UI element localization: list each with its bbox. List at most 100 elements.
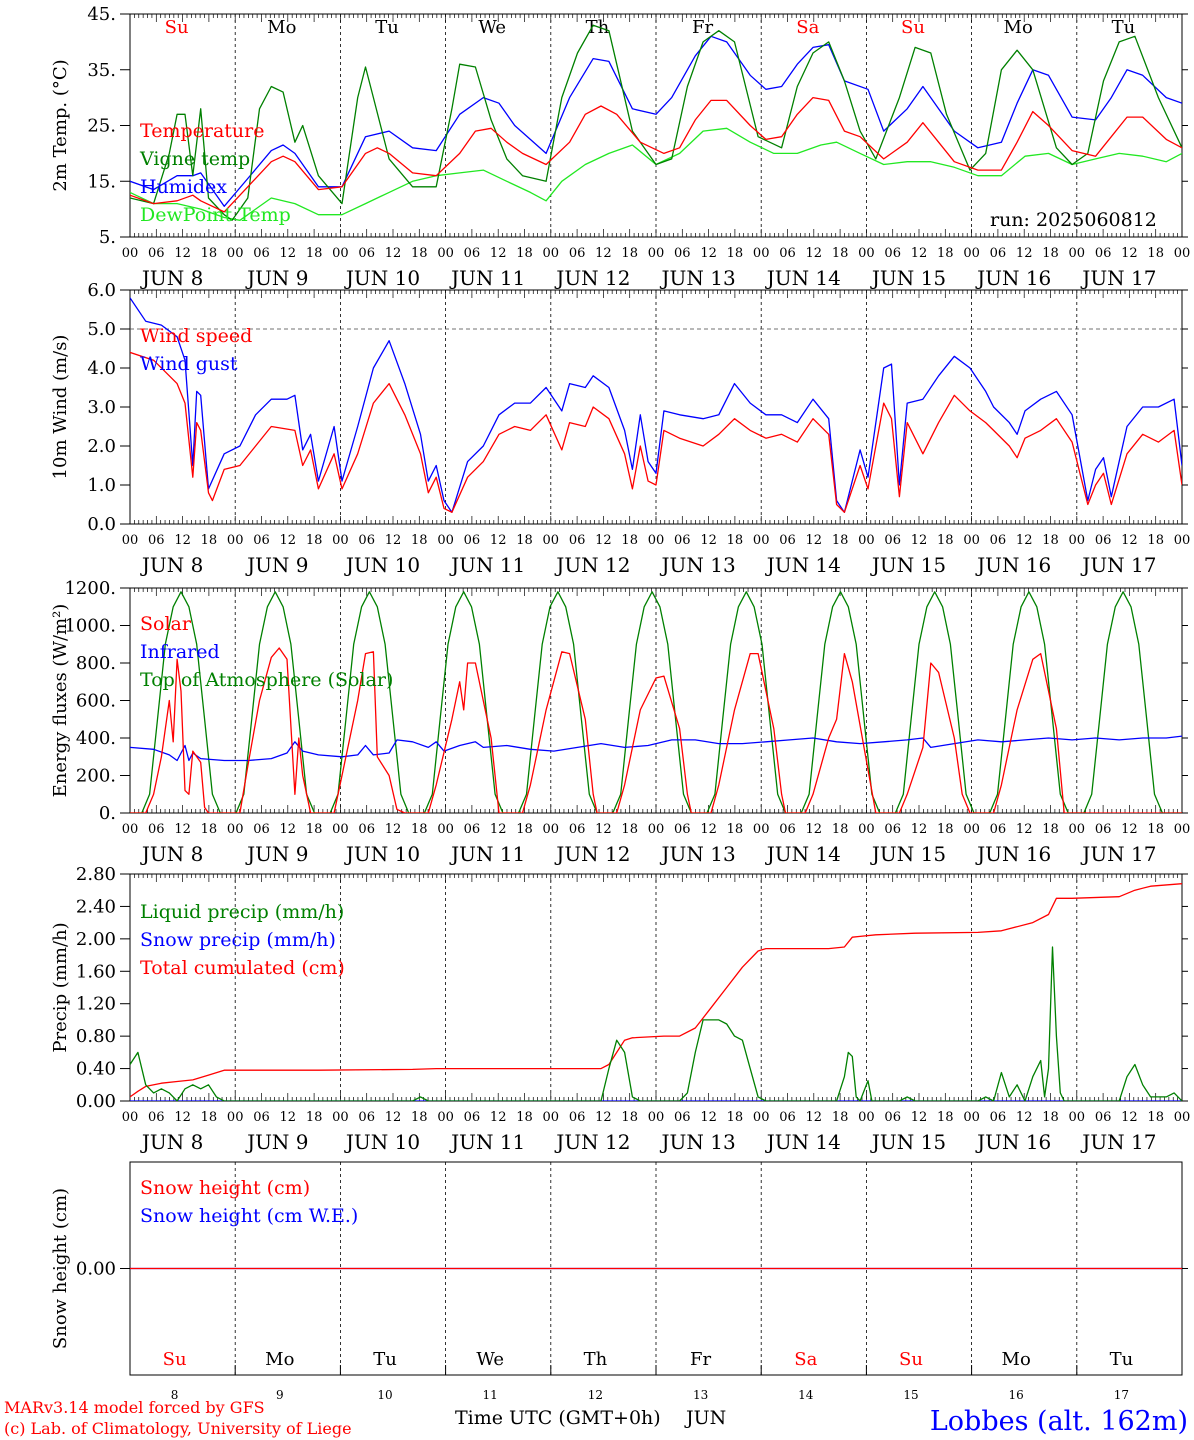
y-tick-label: 25. — [87, 116, 116, 137]
hour-tick-label: 00 — [122, 1110, 139, 1125]
hour-tick-label: 00 — [963, 246, 980, 261]
hour-tick-label: 12 — [700, 1110, 717, 1125]
hour-tick-label: 00 — [543, 246, 560, 261]
y-tick-label: 15. — [87, 171, 116, 192]
hour-tick-label: 12 — [700, 533, 717, 548]
hour-tick-label: 00 — [858, 246, 875, 261]
hour-tick-label: 18 — [621, 822, 638, 837]
hour-tick-label: 06 — [569, 1110, 586, 1125]
hour-tick-label: 00 — [963, 822, 980, 837]
hour-tick-label: 00 — [227, 1110, 244, 1125]
hour-tick-label: 00 — [753, 822, 770, 837]
hour-tick-label: 06 — [569, 533, 586, 548]
chart-panel-1: 00 06 12 18 00 06 12 18 00 06 12 18 00 06 12 18 00 06 12 18… — [50, 4, 1190, 290]
footer-lab-credit: (c) Lab. of Climatology, University of L… — [4, 1419, 352, 1438]
date-label: JUN 15 — [870, 266, 946, 290]
hour-tick-label: 12 — [911, 1110, 928, 1125]
hour-tick-label: 12 — [911, 246, 928, 261]
date-label: JUN 15 — [870, 1130, 946, 1154]
hour-tick-label: 18 — [516, 246, 533, 261]
y-tick-label: 2.0 — [87, 436, 116, 457]
hour-tick-label: 18 — [306, 533, 323, 548]
day-number-label: 12 — [588, 1388, 603, 1402]
y-tick-label: 1200. — [64, 578, 116, 599]
weekday-letter: Tu — [373, 1349, 397, 1370]
hour-tick-label: 18 — [201, 822, 218, 837]
hour-tick-label: 06 — [358, 822, 375, 837]
hour-tick-label: 06 — [253, 1110, 270, 1125]
hour-tick-label: 00 — [1174, 822, 1191, 837]
hour-tick-label: 18 — [621, 246, 638, 261]
hour-tick-label: 06 — [464, 246, 481, 261]
date-label: JUN 8 — [140, 553, 203, 577]
date-label: JUN 11 — [449, 553, 525, 577]
hour-tick-label: 12 — [490, 822, 507, 837]
y-tick-label: 6.0 — [87, 280, 116, 301]
date-label: JUN 16 — [975, 842, 1051, 866]
hour-tick-label: 12 — [1121, 1110, 1138, 1125]
y-tick-label: 2.80 — [76, 864, 116, 885]
series-line-infrared — [130, 735, 1182, 762]
weekday-letter: Th — [586, 17, 610, 38]
date-label: JUN 9 — [245, 1130, 308, 1154]
series-line-liquid-precip-mm-h — [130, 946, 1182, 1101]
hour-tick-label: 12 — [490, 1110, 507, 1125]
hour-tick-label: 00 — [648, 246, 665, 261]
day-number-label: 14 — [798, 1388, 814, 1402]
legend-entry: Humidex — [140, 176, 227, 198]
hour-tick-label: 00 — [437, 533, 454, 548]
hour-tick-label: 18 — [937, 533, 954, 548]
hour-tick-label: 18 — [306, 1110, 323, 1125]
y-tick-label: 200. — [76, 766, 116, 787]
hour-tick-label: 00 — [332, 822, 349, 837]
y-tick-label: 0.0 — [87, 514, 116, 535]
legend-entry: Total cumulated (cm) — [140, 957, 345, 979]
legend-entry: Infrared — [140, 641, 220, 663]
hour-tick-label: 12 — [385, 822, 402, 837]
y-tick-label: 2.00 — [76, 929, 116, 950]
hour-tick-label: 00 — [858, 1110, 875, 1125]
hour-tick-label: 06 — [674, 822, 691, 837]
hour-tick-label: 00 — [1174, 533, 1191, 548]
series-group — [130, 24, 1182, 221]
date-label: JUN 16 — [975, 266, 1051, 290]
weekday-letter: Su — [901, 17, 925, 38]
date-label: JUN 12 — [554, 553, 630, 577]
y-axis-label: Energy fluxes (W/m²) — [50, 604, 71, 798]
hour-tick-label: 12 — [280, 533, 297, 548]
weekday-letter: We — [476, 1349, 504, 1370]
legend-entry: Snow height (cm W.E.) — [140, 1205, 358, 1227]
legend-entry: Temperature — [140, 120, 264, 142]
hour-tick-label: 06 — [148, 533, 165, 548]
date-label: JUN 8 — [140, 1130, 203, 1154]
y-tick-label: 800. — [76, 653, 116, 674]
hour-tick-label: 12 — [1121, 822, 1138, 837]
date-label: JUN 16 — [975, 553, 1051, 577]
hour-tick-label: 12 — [700, 246, 717, 261]
date-label: JUN 17 — [1080, 842, 1156, 866]
weekday-letter: Sa — [796, 17, 819, 38]
hour-tick-label: 06 — [990, 246, 1007, 261]
hour-tick-label: 00 — [753, 246, 770, 261]
series-line-temperature — [130, 96, 1182, 213]
hour-tick-label: 06 — [990, 533, 1007, 548]
date-label: JUN 10 — [344, 842, 420, 866]
date-label: JUN 11 — [449, 1130, 525, 1154]
hour-tick-label: 06 — [779, 822, 796, 837]
hour-tick-label: 18 — [937, 246, 954, 261]
date-label: JUN 14 — [765, 266, 841, 290]
hour-tick-label: 18 — [832, 246, 849, 261]
date-label: JUN 10 — [344, 553, 420, 577]
x-axis-month: JUN — [684, 1407, 726, 1429]
weekday-letter: We — [478, 17, 506, 38]
hour-tick-label: 00 — [122, 246, 139, 261]
chart-panel-4: 00 06 12 18 00 06 12 18 00 06 12 18 00 06 12 18 00 06 12 18… — [50, 864, 1190, 1154]
y-tick-label: 1.20 — [76, 994, 116, 1015]
series-line-solar — [130, 647, 1182, 813]
legend-entry: Vigne temp — [139, 148, 250, 170]
hour-tick-label: 00 — [858, 533, 875, 548]
hour-tick-label: 06 — [1095, 246, 1112, 261]
legend-entry: Snow precip (mm/h) — [140, 929, 336, 951]
hour-tick-label: 18 — [516, 533, 533, 548]
